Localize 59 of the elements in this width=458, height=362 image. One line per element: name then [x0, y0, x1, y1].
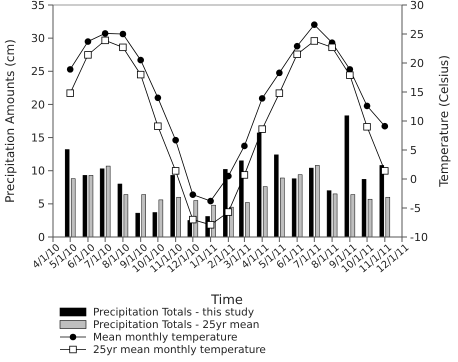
point [136, 70, 144, 78]
point [101, 36, 109, 44]
y-tick-label: 20 [31, 98, 45, 112]
point [258, 95, 266, 102]
point [363, 123, 371, 130]
point [190, 191, 196, 198]
point [84, 38, 92, 45]
point [364, 102, 370, 110]
legend-label: Precipitation Totals - this study [93, 306, 254, 319]
y-tick-label: 35 [31, 0, 45, 12]
y-tick-label: 5 [38, 198, 45, 211]
y2-tick-label: 5 [410, 144, 417, 157]
point [294, 42, 300, 50]
point [310, 37, 318, 45]
point [102, 30, 108, 37]
point [66, 89, 74, 97]
legend-label: Precipitation Totals - 25yr mean [93, 319, 260, 332]
point [328, 44, 336, 52]
y-tick-label: 25 [31, 65, 45, 78]
y2-tick-label: -5 [410, 202, 421, 215]
point [258, 125, 266, 133]
point [276, 89, 284, 97]
point [84, 51, 92, 59]
point [240, 171, 248, 179]
point [207, 198, 214, 204]
point [154, 122, 162, 130]
y2-tick-label: -10 [410, 230, 428, 244]
y-axis-title: Precipitation Amounts (cm) [3, 39, 17, 203]
x-axis-title: Time [210, 293, 243, 308]
point [119, 44, 127, 52]
point [311, 21, 318, 28]
y-tick-label: 30 [31, 32, 45, 45]
point [137, 56, 144, 64]
point [172, 136, 179, 144]
y2-tick-label: 10 [410, 114, 424, 128]
y2-tick-label: 20 [410, 56, 424, 70]
point [66, 66, 74, 73]
y2-tick-label: 25 [410, 28, 424, 41]
point [382, 122, 388, 130]
point [189, 216, 197, 224]
point [172, 167, 180, 175]
legend-label: Mean monthly temperature [93, 332, 238, 344]
legend-label: 25yr mean monthly temperature [93, 344, 266, 356]
y-tick-label: 15 [31, 131, 45, 144]
y2-tick-label: 15 [410, 86, 424, 99]
point [276, 70, 283, 76]
point [381, 167, 389, 175]
y2-tick-label: 0 [410, 172, 417, 186]
point [224, 208, 232, 216]
point [154, 94, 162, 102]
y-tick-label: 0 [38, 230, 45, 244]
point [120, 30, 126, 38]
y2-tick-label: 30 [410, 0, 424, 12]
y2-axis-title: Temperature (Celsius) [437, 55, 451, 188]
y-tick-label: 10 [31, 164, 45, 178]
point [241, 142, 248, 150]
point [293, 50, 301, 58]
point [206, 221, 214, 229]
point [346, 71, 354, 79]
